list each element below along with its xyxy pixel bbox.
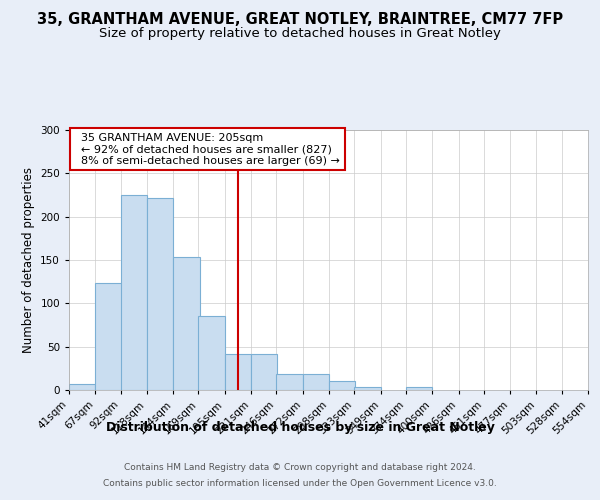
Text: Distribution of detached houses by size in Great Notley: Distribution of detached houses by size … xyxy=(106,421,494,434)
Bar xyxy=(147,198,173,390)
Text: Contains public sector information licensed under the Open Government Licence v3: Contains public sector information licen… xyxy=(103,478,497,488)
Bar xyxy=(406,388,432,390)
Bar xyxy=(121,195,147,390)
Bar xyxy=(95,284,122,390)
Bar xyxy=(199,316,225,390)
Y-axis label: Number of detached properties: Number of detached properties xyxy=(22,167,35,353)
Bar xyxy=(225,354,251,390)
Bar xyxy=(303,374,329,390)
Text: 35 GRANTHAM AVENUE: 205sqm
  ← 92% of detached houses are smaller (827)
  8% of : 35 GRANTHAM AVENUE: 205sqm ← 92% of deta… xyxy=(74,132,340,166)
Bar xyxy=(251,354,277,390)
Bar xyxy=(173,258,200,390)
Bar xyxy=(277,374,303,390)
Text: 35, GRANTHAM AVENUE, GREAT NOTLEY, BRAINTREE, CM77 7FP: 35, GRANTHAM AVENUE, GREAT NOTLEY, BRAIN… xyxy=(37,12,563,28)
Text: Size of property relative to detached houses in Great Notley: Size of property relative to detached ho… xyxy=(99,28,501,40)
Text: Contains HM Land Registry data © Crown copyright and database right 2024.: Contains HM Land Registry data © Crown c… xyxy=(124,464,476,472)
Bar xyxy=(354,388,380,390)
Bar xyxy=(329,382,355,390)
Bar xyxy=(69,384,95,390)
